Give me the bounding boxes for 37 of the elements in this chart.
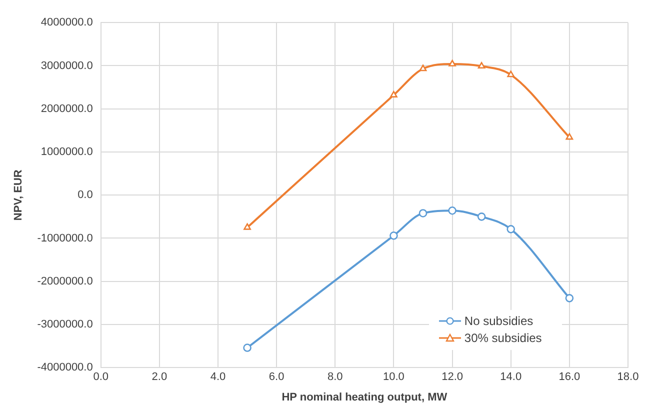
x-tick-label: 10.0 <box>383 371 404 384</box>
y-tick-label: 2000000.0 <box>40 102 93 115</box>
x-tick-label: 8.0 <box>327 371 343 384</box>
point <box>507 70 515 78</box>
y-tick-label: 4000000.0 <box>40 16 93 29</box>
point <box>243 344 252 352</box>
point <box>477 212 486 221</box>
point <box>244 223 251 230</box>
point <box>565 294 574 302</box>
point <box>390 231 398 240</box>
x-tick-label: 14.0 <box>500 371 522 384</box>
x-tick-label: 6.0 <box>268 371 284 384</box>
point <box>566 133 574 140</box>
y-tick-label: -2000000.0 <box>37 275 93 288</box>
x-axis-title: HP nominal heating output, MW <box>282 391 448 404</box>
point <box>448 206 456 215</box>
y-tick-label: 3000000.0 <box>40 60 93 72</box>
point <box>478 62 486 69</box>
point <box>390 90 398 98</box>
point <box>506 225 516 234</box>
x-tick-label: 16.0 <box>558 371 580 384</box>
y-axis-title: NPV, EUR <box>12 170 25 221</box>
legend-label: 30% subsidies <box>464 331 542 346</box>
point <box>419 64 427 72</box>
x-tick-label: 18.0 <box>617 371 639 384</box>
x-tick-label: 0.0 <box>93 371 109 384</box>
point <box>448 60 456 66</box>
y-tick-label: -3000000.0 <box>37 318 93 331</box>
x-tick-label: 12.0 <box>442 371 463 384</box>
y-tick-label: 1000000.0 <box>40 146 93 158</box>
point <box>418 209 428 218</box>
y-tick-label: -1000000.0 <box>37 232 93 244</box>
legend-label: No subsidies <box>464 314 534 328</box>
y-tick-label: -4000000.0 <box>37 362 93 374</box>
x-tick-label: 2.0 <box>152 371 168 384</box>
x-tick-label: 4.0 <box>210 371 226 384</box>
y-tick-label: 0.0 <box>78 189 93 202</box>
